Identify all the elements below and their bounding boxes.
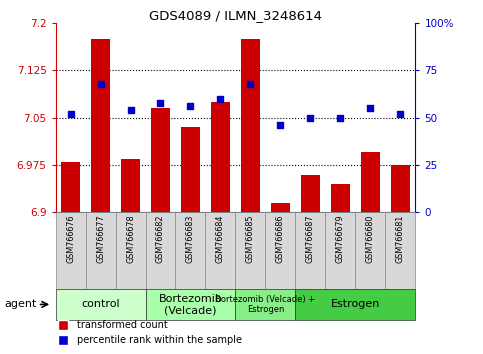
Text: Bortezomib (Velcade) +
Estrogen: Bortezomib (Velcade) + Estrogen — [215, 295, 315, 314]
Text: Bortezomib
(Velcade): Bortezomib (Velcade) — [158, 293, 222, 315]
Bar — [355, 212, 385, 289]
Bar — [211, 102, 230, 212]
Bar — [296, 289, 415, 320]
Bar — [296, 212, 326, 289]
Bar — [361, 153, 380, 212]
Bar — [236, 289, 296, 320]
Point — [97, 81, 104, 86]
Bar — [56, 289, 145, 320]
Text: control: control — [81, 299, 120, 309]
Text: GSM766680: GSM766680 — [366, 215, 375, 263]
Text: GSM766682: GSM766682 — [156, 215, 165, 263]
Bar — [391, 165, 410, 212]
Bar — [301, 175, 320, 212]
Text: GSM766681: GSM766681 — [396, 215, 405, 263]
Text: GSM766677: GSM766677 — [96, 215, 105, 263]
Point — [216, 96, 224, 102]
Bar — [56, 212, 85, 289]
Bar — [85, 212, 115, 289]
Point — [67, 111, 74, 117]
Bar — [61, 162, 80, 212]
Text: GSM766683: GSM766683 — [186, 215, 195, 263]
Text: GSM766687: GSM766687 — [306, 215, 315, 263]
Text: GSM766676: GSM766676 — [66, 215, 75, 263]
Bar — [145, 212, 175, 289]
Point — [186, 103, 194, 109]
Text: GSM766685: GSM766685 — [246, 215, 255, 263]
Bar — [115, 212, 145, 289]
Bar — [205, 212, 236, 289]
Point — [397, 111, 404, 117]
Bar — [121, 159, 140, 212]
Bar — [145, 289, 236, 320]
Point — [367, 105, 374, 111]
Text: GSM766679: GSM766679 — [336, 215, 345, 263]
Bar — [175, 212, 205, 289]
Text: GSM766686: GSM766686 — [276, 215, 285, 263]
Point — [277, 122, 284, 128]
Text: agent: agent — [5, 299, 37, 309]
Bar — [91, 39, 110, 212]
Bar — [241, 39, 260, 212]
Bar — [331, 184, 350, 212]
Text: GSM766678: GSM766678 — [126, 215, 135, 263]
Bar — [266, 212, 296, 289]
Point — [127, 107, 134, 113]
Bar — [151, 108, 170, 212]
Bar — [181, 127, 200, 212]
Bar — [326, 212, 355, 289]
Legend: transformed count, percentile rank within the sample: transformed count, percentile rank withi… — [53, 316, 245, 349]
Bar — [270, 203, 290, 212]
Text: Estrogen: Estrogen — [331, 299, 380, 309]
Bar — [236, 212, 266, 289]
Point — [337, 115, 344, 120]
Point — [156, 100, 164, 105]
Point — [247, 81, 255, 86]
Title: GDS4089 / ILMN_3248614: GDS4089 / ILMN_3248614 — [149, 9, 322, 22]
Bar — [385, 212, 415, 289]
Point — [307, 115, 314, 120]
Text: GSM766684: GSM766684 — [216, 215, 225, 263]
